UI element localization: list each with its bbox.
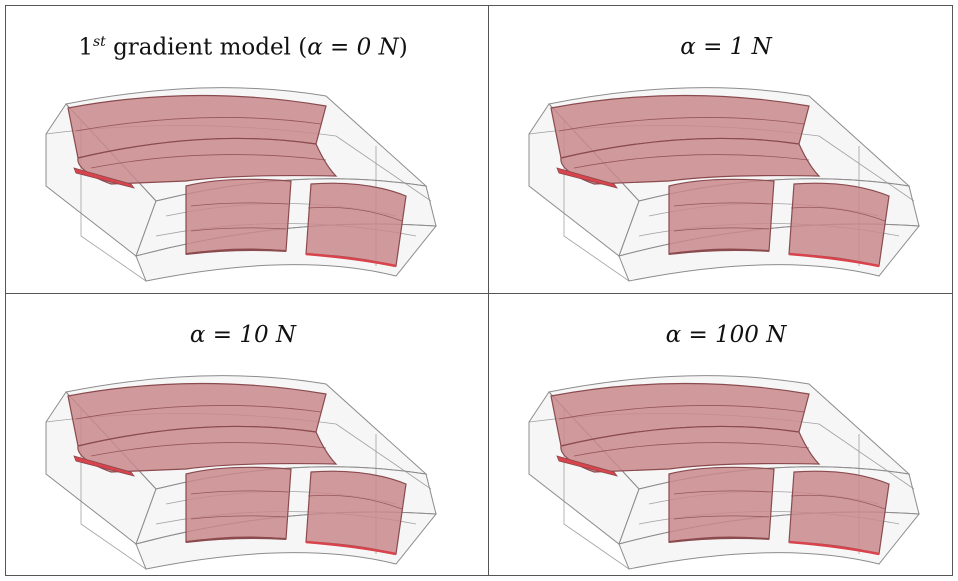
red-body-face <box>560 425 821 473</box>
body-contour <box>75 117 322 132</box>
body-contour <box>307 206 403 222</box>
gradient-model-shape <box>45 87 437 282</box>
red-leg-right <box>788 470 890 555</box>
body-contour <box>790 494 886 510</box>
red-edge-strip <box>73 455 136 477</box>
shell-edge-line <box>818 423 915 490</box>
red-bottom-edge <box>305 540 397 556</box>
vertical-divider <box>488 5 489 576</box>
red-leg-left <box>668 466 775 543</box>
red-leg-right <box>305 182 407 267</box>
red-bottom-edge <box>788 540 880 556</box>
figure-frame <box>5 5 953 576</box>
red-bottom-edge <box>185 537 287 543</box>
red-edge-strip <box>556 167 619 189</box>
horizontal-divider <box>5 293 953 294</box>
red-bottom-edge <box>788 252 880 268</box>
body-contour <box>90 154 327 169</box>
body-contour <box>573 154 810 169</box>
red-bottom-edge <box>185 249 287 255</box>
red-bottom-edge <box>668 537 770 543</box>
panel-alpha-1: α = 1 N <box>489 6 958 292</box>
body-contour <box>673 490 772 495</box>
gradient-model-shape <box>528 87 920 282</box>
red-leg-right <box>305 470 407 555</box>
body-contour <box>673 515 770 520</box>
panel-alpha-0: 1st gradient model (α = 0 N) <box>6 6 480 292</box>
panel-title: α = 1 N <box>680 34 772 60</box>
body-contour <box>75 405 322 420</box>
body-contour <box>190 202 289 207</box>
panel-alpha-10: α = 10 N <box>6 294 480 580</box>
body-contour <box>558 117 805 132</box>
red-bottom-edge <box>668 249 770 255</box>
panel-alpha-100: α = 100 N <box>489 294 958 580</box>
red-body-face <box>560 137 821 185</box>
body-contour <box>90 442 327 457</box>
shell-edge-line <box>818 135 915 202</box>
body-contour <box>673 227 770 232</box>
body-contour <box>190 515 287 520</box>
body-contour <box>307 494 403 510</box>
red-edge-strip <box>556 455 619 477</box>
shell-edge-line <box>335 135 432 202</box>
panel-title: α = 100 N <box>665 322 787 348</box>
gradient-model-shape <box>45 375 437 570</box>
panel-title: 1st gradient model (α = 0 N) <box>78 34 408 61</box>
body-contour <box>790 206 886 222</box>
red-leg-left <box>185 466 292 543</box>
gradient-model-shape <box>528 375 920 570</box>
body-contour <box>558 405 805 420</box>
body-contour <box>573 442 810 457</box>
body-contour <box>190 227 287 232</box>
body-contour <box>673 202 772 207</box>
red-leg-left <box>668 178 775 255</box>
red-bottom-edge <box>305 252 397 268</box>
red-body-face <box>77 425 338 473</box>
body-contour <box>190 490 289 495</box>
red-edge-strip <box>73 167 136 189</box>
red-body-face <box>77 137 338 185</box>
panel-title: α = 10 N <box>189 322 297 348</box>
shell-edge-line <box>335 423 432 490</box>
red-leg-right <box>788 182 890 267</box>
red-leg-left <box>185 178 292 255</box>
